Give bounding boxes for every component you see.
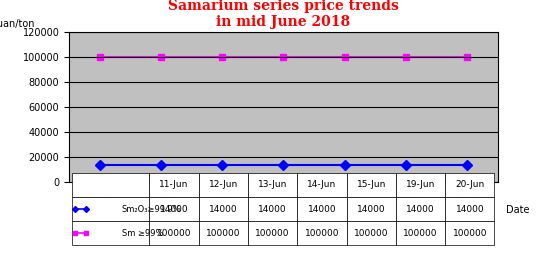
Text: Sm ≥99%: Sm ≥99%	[122, 229, 164, 238]
Text: Date: Date	[507, 205, 530, 215]
Title: Samarium series price trends
in mid June 2018: Samarium series price trends in mid June…	[168, 0, 399, 29]
Text: Sm₂O₃≥99.9%: Sm₂O₃≥99.9%	[122, 205, 182, 214]
Y-axis label: Yuan/ton: Yuan/ton	[0, 19, 35, 29]
